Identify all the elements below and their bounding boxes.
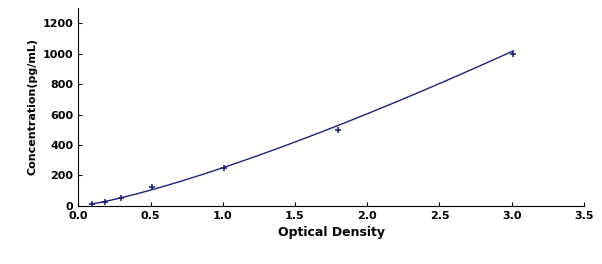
X-axis label: Optical Density: Optical Density <box>278 226 385 239</box>
Y-axis label: Concentration(pg/mL): Concentration(pg/mL) <box>27 39 37 175</box>
